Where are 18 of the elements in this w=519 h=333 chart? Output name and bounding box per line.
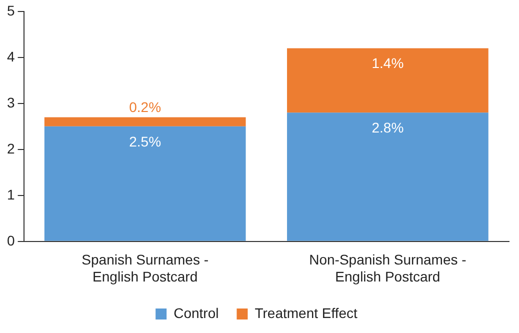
legend-label: Control	[174, 304, 219, 321]
y-tick-label: 2	[6, 140, 15, 156]
data-label: 0.2%	[129, 99, 162, 116]
y-tick-label: 4	[6, 48, 15, 64]
x-tick-label: Spanish Surnames - English Postcard	[82, 252, 209, 284]
data-label: 2.8%	[372, 119, 404, 136]
bar	[287, 112, 488, 241]
y-tick-label: 3	[6, 94, 15, 110]
y-tick-label: 5	[6, 2, 15, 18]
y-tick-label: 0	[6, 232, 15, 248]
bar	[287, 48, 488, 113]
x-tick-label: Non-Spanish Surnames - English Postcard	[309, 252, 467, 284]
y-tick-label: 1	[6, 186, 15, 202]
bar	[44, 117, 246, 126]
data-label: 1.4%	[372, 55, 404, 72]
legend-label: Treatment Effect	[254, 304, 358, 321]
data-label: 2.5%	[129, 133, 162, 150]
bar	[44, 126, 246, 241]
